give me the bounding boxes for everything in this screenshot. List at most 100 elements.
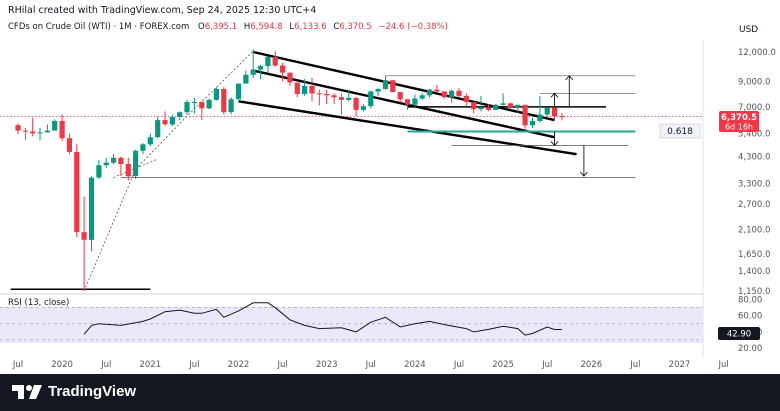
- rsi-title: RSI (13, close): [8, 298, 69, 308]
- ohlc-high-label: H: [244, 22, 250, 32]
- rsi-axis-tick: 60.00: [738, 312, 762, 322]
- arrow-up-target-head: [565, 75, 574, 81]
- time-axis-tick: Jul: [453, 360, 464, 370]
- candle: [331, 93, 337, 105]
- arrow-up-small[interactable]: [550, 92, 559, 107]
- candle: [515, 104, 521, 113]
- candle: [162, 111, 168, 127]
- channel-middle-line[interactable]: [252, 69, 555, 139]
- candle-body: [228, 99, 234, 113]
- rsi-axis-tick: 80.00: [738, 296, 762, 306]
- arrow-down-target[interactable]: [580, 145, 588, 177]
- arrow-down-target-head: [580, 171, 588, 177]
- candle-body: [309, 86, 315, 94]
- candle-body: [59, 121, 65, 139]
- candle: [206, 98, 212, 110]
- candle: [81, 196, 87, 291]
- candle-body: [559, 116, 565, 118]
- candle: [44, 124, 50, 133]
- price-chart[interactable]: RHilal created with TradingView.com, Sep…: [0, 0, 780, 374]
- candle-body: [515, 104, 521, 107]
- candle-body: [66, 138, 72, 152]
- time-axis[interactable]: Jul 2020 Jul 2021 Jul 2022 Jul 2023 Jul 2024 Jul 20…: [12, 360, 729, 370]
- candle-body: [456, 90, 462, 96]
- candle-body: [449, 90, 455, 98]
- arrow-up-target[interactable]: [565, 75, 574, 107]
- candle-body: [331, 95, 337, 98]
- candle: [507, 102, 513, 109]
- price-tag-box: [719, 111, 759, 132]
- candle: [199, 101, 205, 121]
- candle-body: [280, 65, 286, 73]
- rsi-line: [83, 302, 562, 336]
- arrow-down-small[interactable]: [550, 131, 559, 147]
- projection-path[interactable]: [83, 50, 254, 291]
- candle-body: [15, 125, 21, 131]
- candle-body: [419, 95, 425, 99]
- ohlc-change: −24.6 (−0.38%): [378, 22, 448, 32]
- candle: [338, 93, 344, 115]
- rsi-value-tag: 42.90: [718, 327, 760, 340]
- ohlc-low-label: L: [289, 22, 294, 32]
- brand-name: TradingView: [48, 383, 137, 400]
- candle: [529, 117, 536, 128]
- candle-body: [125, 164, 131, 177]
- candle-body: [169, 116, 175, 125]
- ohlc-close: 6,370.5: [339, 22, 371, 32]
- ohlc-low: 6,133.6: [294, 22, 326, 32]
- candle-body: [221, 89, 227, 113]
- candle-body: [184, 102, 190, 113]
- candle-body: [111, 157, 117, 163]
- candle-body: [243, 74, 249, 84]
- candle-body: [30, 131, 36, 134]
- candle: [37, 127, 43, 141]
- price-axis[interactable]: 12,000.0 9,000.0 7,000.0 5,400.0 4,300.0 3,30…: [738, 48, 776, 297]
- tradingview-logo[interactable]: TradingView: [12, 383, 136, 400]
- price-axis-tick: 5,400.0: [738, 129, 770, 139]
- price-axis-tick: 9,000.0: [738, 77, 770, 87]
- candle: [15, 123, 21, 135]
- candle: [66, 133, 72, 155]
- candle-body: [81, 232, 87, 240]
- arrow-down-small-head: [550, 141, 559, 147]
- candle-body: [551, 107, 558, 117]
- candle: [324, 89, 330, 105]
- candle-body: [390, 80, 396, 93]
- candle: [485, 104, 491, 112]
- ohlc-open: 6,395.1: [205, 22, 237, 32]
- candle: [118, 156, 124, 177]
- candle-body: [191, 102, 197, 103]
- time-axis-tick: Jul: [100, 360, 111, 370]
- candle-body: [412, 98, 418, 105]
- ohlc-close-label: C: [333, 22, 339, 32]
- candle: [250, 49, 256, 78]
- candle: [397, 92, 403, 103]
- rsi-tag-box: [718, 327, 760, 340]
- candle-body: [133, 150, 139, 177]
- candle: [309, 78, 315, 102]
- ohlc-legend: CFDs on Crude Oil (WTI) · 1M · FOREX.com…: [8, 22, 448, 32]
- candle: [368, 90, 374, 109]
- candle-body: [257, 66, 264, 70]
- price-pane: [0, 50, 703, 291]
- candle-body: [52, 121, 58, 131]
- candle: [559, 113, 565, 121]
- candle: [544, 106, 550, 117]
- time-axis-tick: 2024: [404, 360, 426, 370]
- candle-body: [250, 69, 256, 75]
- candle: [213, 87, 219, 101]
- candle: [390, 80, 396, 93]
- candle: [463, 93, 469, 106]
- price-axis-tick: 12,000.0: [738, 48, 776, 58]
- candle-body: [147, 137, 153, 145]
- candle: [302, 79, 308, 96]
- candle: [147, 133, 153, 147]
- channel-upper-line[interactable]: [252, 50, 555, 122]
- candle: [294, 82, 300, 98]
- candle: [360, 104, 366, 112]
- candle-body: [485, 107, 491, 110]
- price-axis-tick: 4,300.0: [738, 153, 770, 163]
- candle: [272, 51, 278, 67]
- current-price-tag: 6,370.5 6d 16h: [719, 111, 759, 132]
- candle-body: [140, 144, 146, 151]
